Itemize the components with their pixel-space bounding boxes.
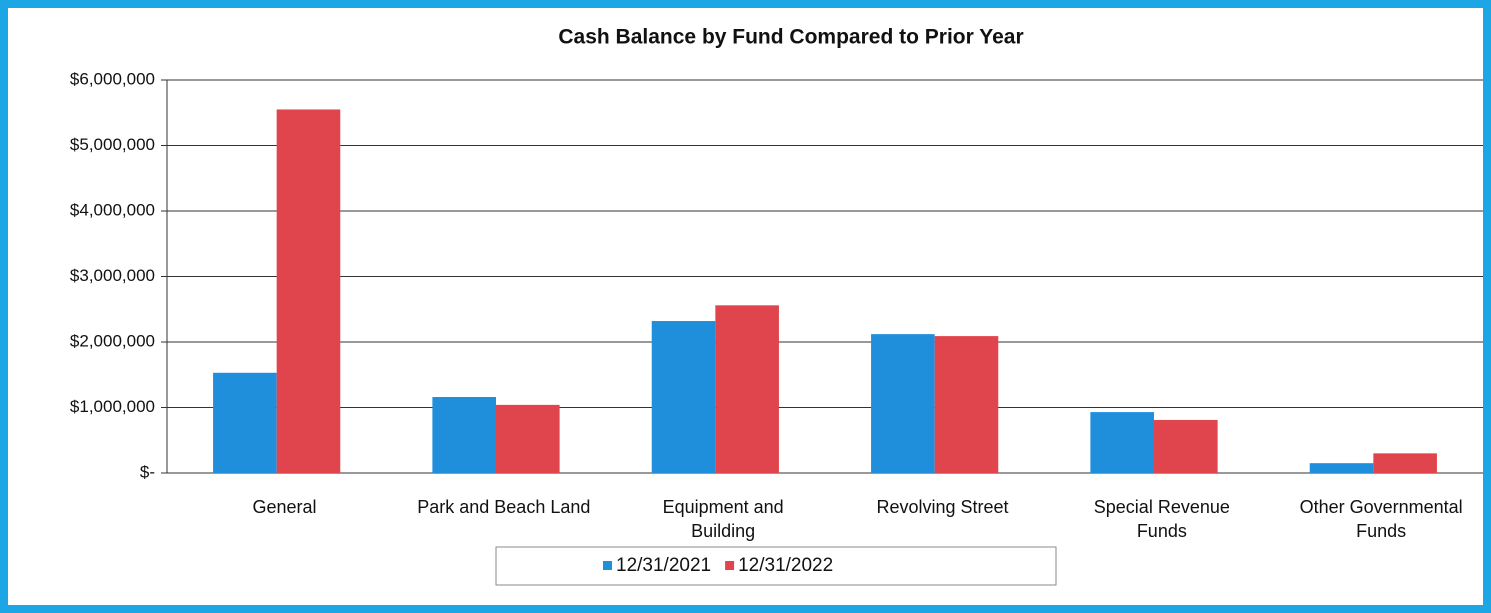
x-tick-label: General — [252, 497, 317, 517]
x-tick-label: Special Revenue Funds — [1093, 497, 1230, 541]
chart-title: Cash Balance by Fund Compared to Prior Y… — [558, 26, 1023, 49]
y-tick-label: $5,000,000 — [70, 135, 155, 154]
y-tick-label: $2,000,000 — [70, 331, 155, 350]
bar — [871, 334, 935, 473]
legend-box — [495, 546, 1057, 586]
bar — [1373, 453, 1437, 473]
y-tick-label: $1,000,000 — [70, 397, 155, 416]
chart: Cash Balance by Fund Compared to Prior Y… — [70, 26, 1483, 586]
bar — [651, 321, 716, 473]
legend-label: 12/31/2022 — [738, 555, 833, 576]
bar — [213, 372, 277, 473]
legend-swatch — [603, 561, 612, 570]
x-tick-label: Revolving Street — [876, 497, 1009, 517]
bar — [432, 397, 496, 473]
y-tick-label: $- — [140, 462, 155, 481]
x-tick-label: Equipment and Building — [662, 497, 784, 541]
legend-swatch — [725, 561, 735, 570]
bar — [496, 404, 560, 473]
bar — [1154, 419, 1218, 473]
y-tick-label: $3,000,000 — [70, 266, 155, 285]
bar — [715, 305, 779, 473]
bar — [276, 109, 341, 473]
bar — [1090, 412, 1154, 473]
y-tick-label: $6,000,000 — [70, 69, 155, 88]
bar — [934, 336, 999, 473]
y-tick-label: $4,000,000 — [70, 200, 155, 219]
legend-label: 12/31/2021 — [616, 555, 711, 576]
x-tick-label: Other Governmental Funds — [1299, 497, 1463, 541]
bar — [1309, 463, 1374, 473]
x-tick-label: Park and Beach Land — [417, 497, 591, 517]
